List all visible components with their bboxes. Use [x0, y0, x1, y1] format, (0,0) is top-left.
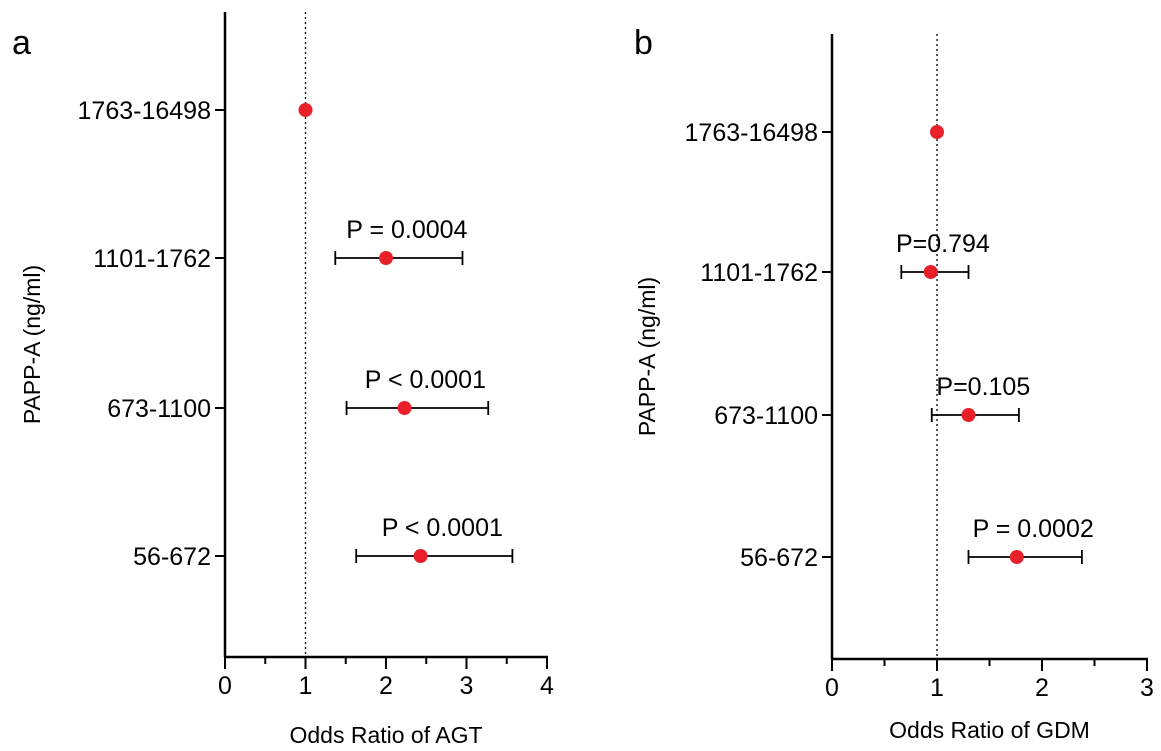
panel-1-category-label: 1763-16498: [685, 119, 818, 147]
panel-1-p-value-label: P = 0.0002: [973, 515, 1094, 543]
panel-0-x-axis-title: Odds Ratio of AGT: [289, 722, 482, 748]
panel-1-odds-ratio-point: [923, 265, 938, 279]
panel-0-category-label: 1101-1762: [93, 245, 211, 273]
panel-1-p-value-label: P=0.794: [896, 230, 990, 258]
panel-0-p-value-label: P = 0.0004: [346, 216, 467, 244]
panel-0-x-tick-label: 3: [460, 672, 474, 700]
panel-0-odds-ratio-point: [379, 251, 393, 265]
panel-1-p-value-label: P=0.105: [936, 373, 1030, 401]
panel-1-category-label: 1101-1762: [700, 259, 818, 287]
panel-1-x-axis-title: Odds Ratio of GDM: [889, 717, 1090, 743]
panel-1-x-tick-label: 0: [825, 674, 839, 702]
panel-0-letter: a: [12, 24, 31, 62]
panel-1-category-label: 673-1100: [714, 402, 818, 430]
panel-0-odds-ratio-point: [397, 401, 412, 415]
panel-0-p-value-label: P < 0.0001: [365, 366, 486, 394]
panel-1-x-tick-label: 2: [1035, 674, 1049, 702]
panel-0-odds-ratio-point: [298, 103, 313, 117]
panel-1-odds-ratio-point: [930, 125, 944, 139]
panel-1-x-tick-label: 3: [1140, 674, 1154, 702]
panel-0-x-tick-label: 1: [299, 672, 313, 700]
panel-0-y-axis-title: PAPP-A (ng/ml): [19, 265, 45, 424]
panel-1-category-label: 56-672: [740, 544, 818, 572]
panel-1-letter: b: [634, 24, 653, 62]
panel-0-x-tick-label: 0: [218, 672, 232, 700]
panel-1-odds-ratio-point: [961, 408, 976, 422]
panel-0-category-label: 56-672: [133, 543, 211, 571]
panel-0-category-label: 673-1100: [107, 395, 211, 423]
panel-0-p-value-label: P < 0.0001: [382, 514, 503, 542]
panel-0-odds-ratio-point: [413, 549, 428, 563]
panel-0-category-label: 1763-16498: [78, 97, 211, 125]
panel-1-x-tick-label: 1: [930, 674, 944, 702]
panel-0-x-tick-label: 4: [540, 672, 554, 700]
panel-1-odds-ratio-point: [1009, 550, 1024, 564]
panel-1-y-axis-title: PAPP-A (ng/ml): [634, 277, 660, 436]
panel-0-x-tick-label: 2: [379, 672, 393, 700]
